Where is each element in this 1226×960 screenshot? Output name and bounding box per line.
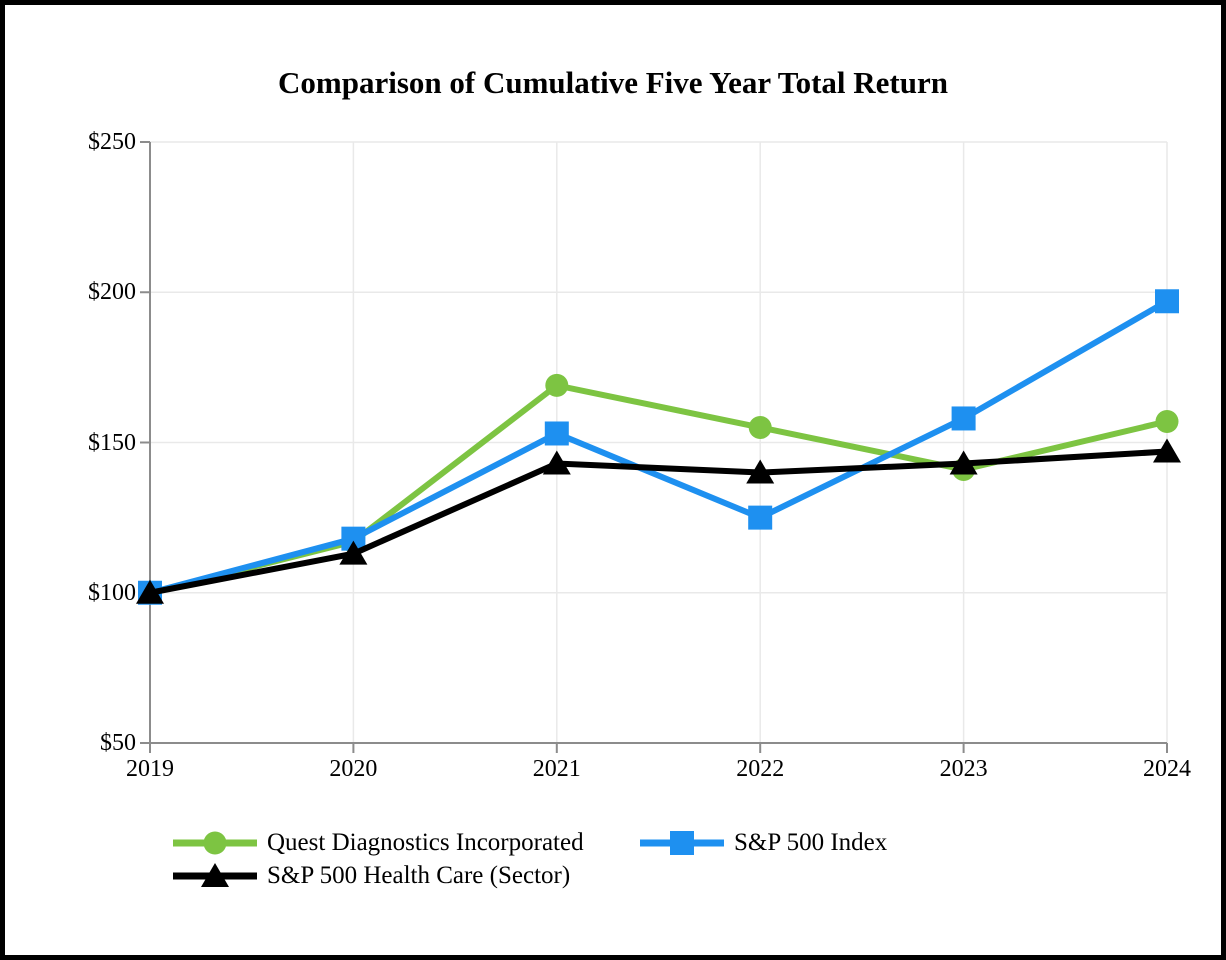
square-marker-icon-s-p-500-index bbox=[544, 421, 569, 446]
series-s-p-500-health-care-sector bbox=[136, 438, 1181, 604]
triangle-marker-icon-s-p-500-health-care-sector bbox=[136, 579, 164, 604]
circle-marker-icon-quest-diagnostics-incorporated bbox=[748, 415, 772, 439]
x-tick-label: 2022 bbox=[736, 756, 785, 782]
legend-item-label: Quest Diagnostics Incorporated bbox=[267, 829, 584, 856]
triangle-marker-icon-s-p-500-health-care-sector bbox=[542, 450, 571, 475]
y-tick-label: $50 bbox=[100, 730, 136, 756]
legend-item-label: S&P 500 Index bbox=[734, 829, 888, 856]
square-marker-icon bbox=[670, 831, 694, 855]
legend-circle-marker-icon bbox=[173, 831, 257, 855]
square-marker-icon-s-p-500-index bbox=[951, 406, 976, 431]
x-tick-label: 2020 bbox=[329, 756, 378, 782]
triangle-marker-icon bbox=[201, 863, 229, 887]
legend-item-label: S&P 500 Health Care (Sector) bbox=[267, 862, 571, 889]
y-tick-label: $150 bbox=[88, 429, 136, 456]
series-s-p-500-index bbox=[138, 289, 1179, 605]
series-quest-diagnostics-incorporated bbox=[138, 373, 1179, 605]
y-tick-label: $200 bbox=[88, 279, 136, 306]
x-tick-label: 2024 bbox=[1143, 756, 1191, 782]
square-marker-icon-s-p-500-index bbox=[1155, 289, 1179, 314]
triangle-marker-icon-s-p-500-health-care-sector bbox=[1153, 438, 1181, 463]
square-marker-icon-s-p-500-index bbox=[748, 505, 773, 530]
x-tick-label: 2019 bbox=[126, 756, 174, 782]
triangle-marker-icon-s-p-500-health-care-sector bbox=[339, 540, 368, 565]
triangle-marker-icon-s-p-500-health-care-sector bbox=[746, 459, 775, 484]
x-tick-label: 2023 bbox=[939, 756, 988, 782]
series-line-s-p-500-index bbox=[149, 298, 1169, 596]
legend-square-marker-icon bbox=[640, 831, 724, 855]
triangle-marker-icon-s-p-500-health-care-sector bbox=[949, 450, 978, 475]
legend-item-s-p-500-health-care-sector: S&P 500 Health Care (Sector) bbox=[173, 860, 570, 892]
line-chart-plot-area bbox=[136, 141, 1181, 753]
legend-triangle-marker-icon bbox=[173, 863, 257, 887]
x-tick-label: 2021 bbox=[532, 756, 581, 782]
chart-title: Comparison of Cumulative Five Year Total… bbox=[278, 65, 948, 100]
series-line-s-p-500-health-care-sector bbox=[149, 448, 1168, 596]
legend-item-s-p-500-index: S&P 500 Index bbox=[640, 827, 887, 859]
legend-item-quest-diagnostics-incorporated: Quest Diagnostics Incorporated bbox=[173, 827, 584, 859]
circle-marker-icon bbox=[203, 831, 227, 855]
circle-marker-icon-quest-diagnostics-incorporated bbox=[1155, 409, 1179, 433]
y-tick-label: $100 bbox=[88, 579, 136, 606]
y-tick-label: $250 bbox=[88, 129, 136, 155]
circle-marker-icon-quest-diagnostics-incorporated bbox=[545, 373, 569, 397]
